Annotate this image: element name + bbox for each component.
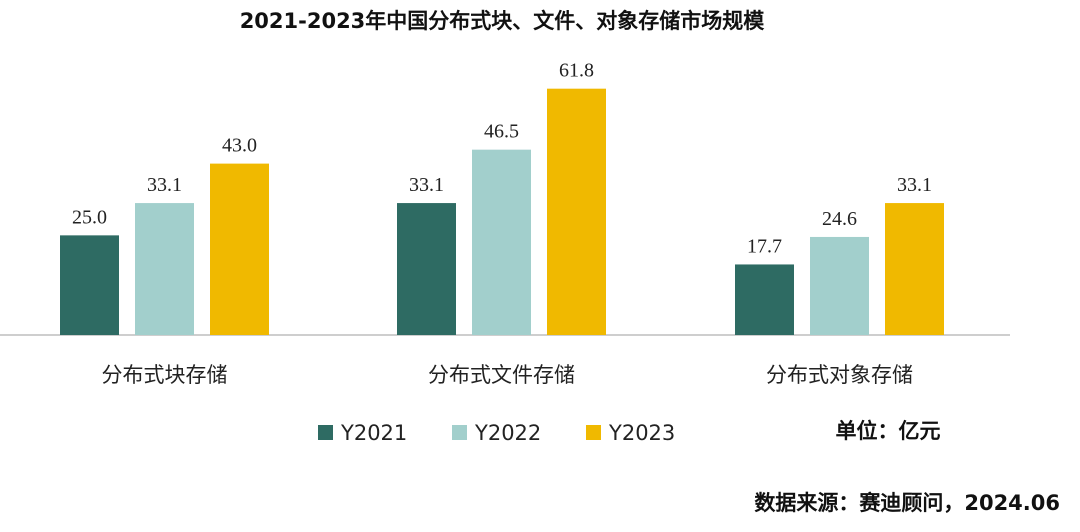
category-labels-layer: 分布式块存储 分布式文件存储 分布式对象存储 — [102, 363, 914, 387]
legend-swatch-y2021 — [318, 425, 333, 440]
bar-y2022-2 — [472, 149, 531, 335]
legend: Y2021 Y2022 Y2023 — [318, 421, 675, 445]
bar-y2022-1 — [135, 203, 194, 335]
chart-title: 2021-2023年中国分布式块、文件、对象存储市场规模 — [240, 9, 766, 33]
value-label: 33.1 — [897, 174, 932, 196]
bar-y2022-3 — [810, 236, 869, 335]
legend-swatch-y2023 — [586, 425, 601, 440]
legend-label-y2022: Y2022 — [474, 421, 541, 445]
value-label: 33.1 — [147, 174, 182, 196]
category-label: 分布式文件存储 — [428, 363, 575, 387]
unit-note: 单位：亿元 — [836, 419, 941, 443]
bar-y2023-2 — [547, 88, 606, 335]
value-label: 46.5 — [484, 121, 519, 143]
bar-y2021-3 — [735, 264, 794, 335]
legend-label-y2023: Y2023 — [608, 421, 675, 445]
source-note: 数据来源：赛迪顾问，2024.06 — [754, 491, 1060, 515]
bar-y2021-2 — [397, 203, 456, 335]
value-label: 25.0 — [72, 206, 107, 228]
legend-swatch-y2022 — [452, 425, 467, 440]
value-label: 33.1 — [409, 174, 444, 196]
bars-layer — [60, 88, 944, 335]
value-label: 61.8 — [559, 60, 594, 82]
bar-y2021-1 — [60, 235, 119, 335]
value-labels-layer: 25.0 33.1 43.0 33.1 46.5 61.8 17.7 24.6 33.1 — [72, 60, 932, 258]
value-label: 17.7 — [747, 235, 782, 257]
bar-y2023-3 — [885, 203, 944, 335]
bar-y2023-1 — [210, 163, 269, 335]
legend-label-y2021: Y2021 — [340, 421, 407, 445]
value-label: 24.6 — [822, 208, 857, 230]
category-label: 分布式块存储 — [102, 363, 228, 387]
category-label: 分布式对象存储 — [766, 363, 913, 387]
value-label: 43.0 — [222, 135, 257, 157]
